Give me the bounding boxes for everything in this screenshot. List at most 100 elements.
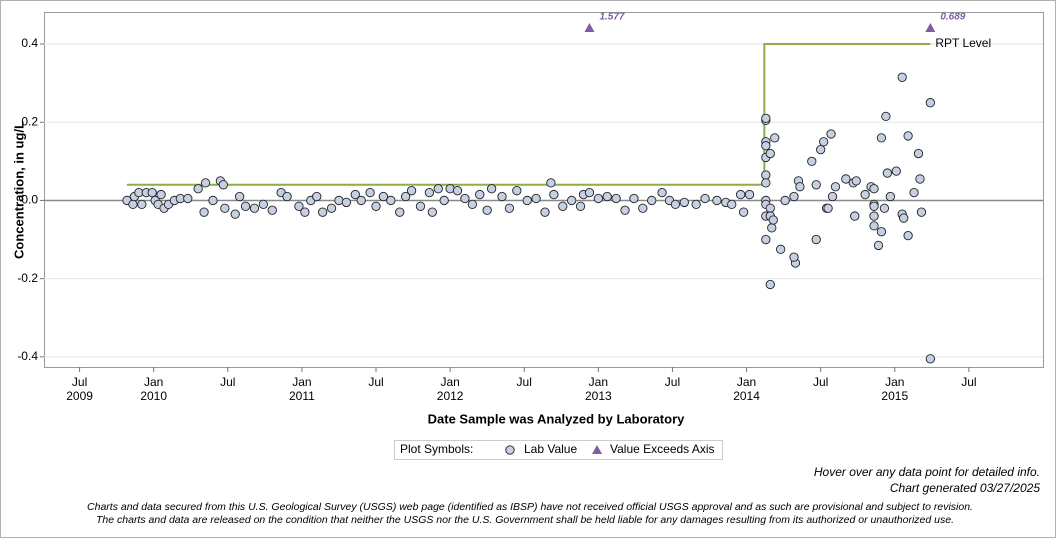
- legend-box: [394, 440, 723, 460]
- data-point: [424, 187, 435, 198]
- x-year-label: 2015: [881, 389, 908, 403]
- data-point: [860, 189, 870, 200]
- disclaimer: Charts and data secured from this U.S. G…: [87, 501, 973, 513]
- data-point: [903, 131, 913, 141]
- data-point: [486, 184, 497, 194]
- data-point: [915, 174, 925, 184]
- data-point: [433, 184, 443, 194]
- y-tick-label: 0.0: [21, 193, 38, 207]
- data-point: [365, 187, 375, 198]
- x-tick-label: Jan: [144, 375, 163, 389]
- data-point: [482, 205, 492, 215]
- data-point: [738, 207, 749, 217]
- x-tick-label: Jan: [292, 375, 311, 389]
- data-point: [885, 191, 895, 202]
- y-tick-label: 0.4: [21, 36, 38, 50]
- data-point: [780, 195, 790, 206]
- data-point: [531, 193, 541, 204]
- data-point: [869, 221, 879, 231]
- data-point: [156, 189, 166, 200]
- data-point: [147, 187, 157, 198]
- data-point: [240, 201, 251, 211]
- data-point: [657, 187, 667, 198]
- data-point: [850, 211, 860, 221]
- data-point: [876, 133, 887, 143]
- data-point: [234, 191, 245, 202]
- data-point: [258, 199, 269, 210]
- data-point: [460, 193, 470, 204]
- data-point: [282, 191, 292, 202]
- data-point: [230, 209, 240, 219]
- data-point: [294, 201, 304, 211]
- data-point: [807, 156, 817, 167]
- data-point: [869, 211, 879, 221]
- x-tick-label: Jul: [665, 375, 680, 389]
- data-point: [827, 191, 838, 202]
- data-point: [897, 72, 907, 82]
- x-year-label: 2011: [289, 389, 315, 403]
- data-point: [765, 279, 775, 290]
- x-tick-label: Jul: [220, 375, 235, 389]
- data-point: [193, 184, 203, 194]
- data-point: [318, 207, 328, 217]
- data-point: [638, 203, 648, 213]
- data-point: [575, 201, 586, 211]
- x-tick-label: Jul: [72, 375, 87, 389]
- x-year-label: 2009: [66, 389, 93, 403]
- x-tick-label: Jan: [440, 375, 459, 389]
- data-point: [903, 230, 913, 241]
- data-point: [267, 205, 277, 215]
- data-point: [795, 182, 805, 192]
- data-point: [546, 178, 556, 188]
- data-point: [593, 193, 603, 204]
- data-point: [811, 180, 821, 190]
- data-point: [611, 193, 621, 204]
- data-point: [549, 189, 559, 200]
- data-point: [427, 207, 437, 217]
- data-point: [249, 203, 260, 213]
- data-point: [406, 186, 417, 196]
- x-tick-label: Jan: [885, 375, 904, 389]
- data-point: [371, 201, 381, 211]
- data-point: [183, 193, 193, 204]
- data-point: [851, 176, 861, 186]
- data-point: [679, 197, 689, 208]
- data-point: [341, 197, 352, 208]
- data-point: [761, 178, 771, 188]
- data-point: [816, 144, 826, 155]
- data-point: [504, 203, 515, 213]
- x-year-label: 2014: [733, 389, 760, 403]
- data-point: [378, 191, 389, 202]
- note: Chart generated 03/27/2025: [890, 481, 1040, 495]
- data-point: [312, 191, 322, 202]
- data-point: [497, 191, 507, 202]
- data-point: [386, 195, 396, 206]
- data-point: [768, 215, 778, 225]
- data-point: [909, 187, 919, 198]
- data-point: [811, 234, 821, 245]
- reference-label: RPT Level: [935, 36, 991, 50]
- data-point: [873, 240, 884, 251]
- data-point: [356, 195, 366, 206]
- data-point: [567, 195, 577, 206]
- data-point: [899, 213, 909, 223]
- data-point: [326, 203, 337, 213]
- data-point: [439, 195, 449, 206]
- data-point: [841, 174, 851, 184]
- data-point: [401, 191, 411, 202]
- data-point: [761, 170, 771, 180]
- x-axis-label: Date Sample was Analyzed by Laboratory: [428, 411, 685, 426]
- legend-symbol: [505, 445, 515, 455]
- data-point: [913, 148, 924, 159]
- data-point: [712, 195, 722, 206]
- disclaimer: The charts and data are released on the …: [96, 514, 954, 526]
- data-point: [818, 137, 829, 147]
- data-point: [735, 189, 746, 200]
- exceeds-label: 1.577: [599, 12, 624, 23]
- x-tick-label: Jan: [737, 375, 756, 389]
- data-point: [540, 207, 550, 217]
- data-point: [220, 203, 230, 213]
- data-point: [629, 193, 639, 204]
- x-year-label: 2013: [585, 389, 612, 403]
- data-point: [925, 354, 936, 364]
